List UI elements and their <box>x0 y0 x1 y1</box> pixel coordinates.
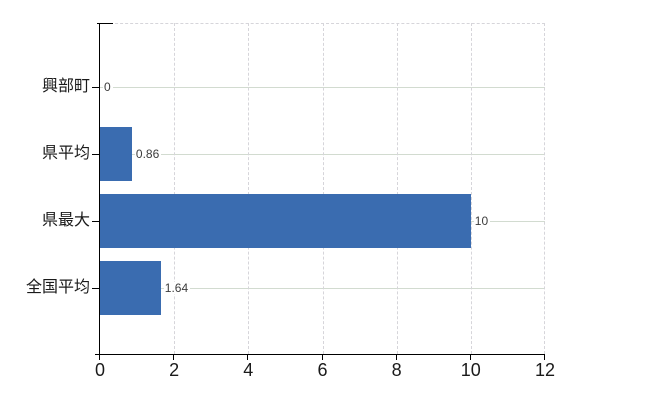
plot-top-border <box>100 23 545 24</box>
category-label: 興部町 <box>41 78 90 95</box>
gridline-horizontal <box>100 287 545 289</box>
x-tick-label: 0 <box>94 360 106 380</box>
x-tick-mark <box>469 354 471 360</box>
bar <box>100 261 161 315</box>
plot-area: 0 0.86 10 1.64 <box>100 23 545 354</box>
value-label: 0.86 <box>134 147 162 161</box>
y-tick-mark <box>92 87 99 88</box>
x-tick-label: 8 <box>391 360 402 380</box>
x-tick-mark <box>173 354 175 360</box>
x-tick-label: 10 <box>460 360 481 380</box>
gridline-horizontal <box>100 153 545 155</box>
category-label: 全国平均 <box>25 279 90 296</box>
gridline-horizontal <box>100 86 545 88</box>
gridline-vertical <box>174 23 175 354</box>
y-tick-mark <box>92 154 99 155</box>
bar <box>100 194 471 248</box>
x-tick-mark <box>99 354 100 360</box>
x-tick-mark <box>247 354 249 360</box>
gridline-vertical <box>248 23 249 354</box>
value-label: 10 <box>473 214 491 228</box>
value-label: 1.64 <box>163 281 191 295</box>
y-tick-mark <box>92 221 99 222</box>
gridline-vertical <box>471 23 472 354</box>
x-tick-label: 4 <box>243 360 254 380</box>
x-tick-mark <box>395 354 397 360</box>
x-tick-label: 12 <box>534 360 556 380</box>
gridline-vertical <box>544 23 545 354</box>
x-tick-mark <box>544 354 545 360</box>
category-label: 県最大 <box>41 212 90 229</box>
y-axis-line <box>99 23 100 354</box>
bar <box>100 127 132 181</box>
value-label: 0 <box>103 80 113 94</box>
gridline-vertical <box>397 23 398 354</box>
x-tick-mark <box>321 354 323 360</box>
x-tick-label: 6 <box>317 360 328 380</box>
category-label: 県平均 <box>41 145 90 162</box>
gridline-vertical <box>323 23 324 354</box>
x-axis-line <box>95 354 545 355</box>
y-tick-mark <box>92 288 99 289</box>
y-axis-top-cap <box>97 23 113 24</box>
x-tick-label: 2 <box>169 360 180 380</box>
